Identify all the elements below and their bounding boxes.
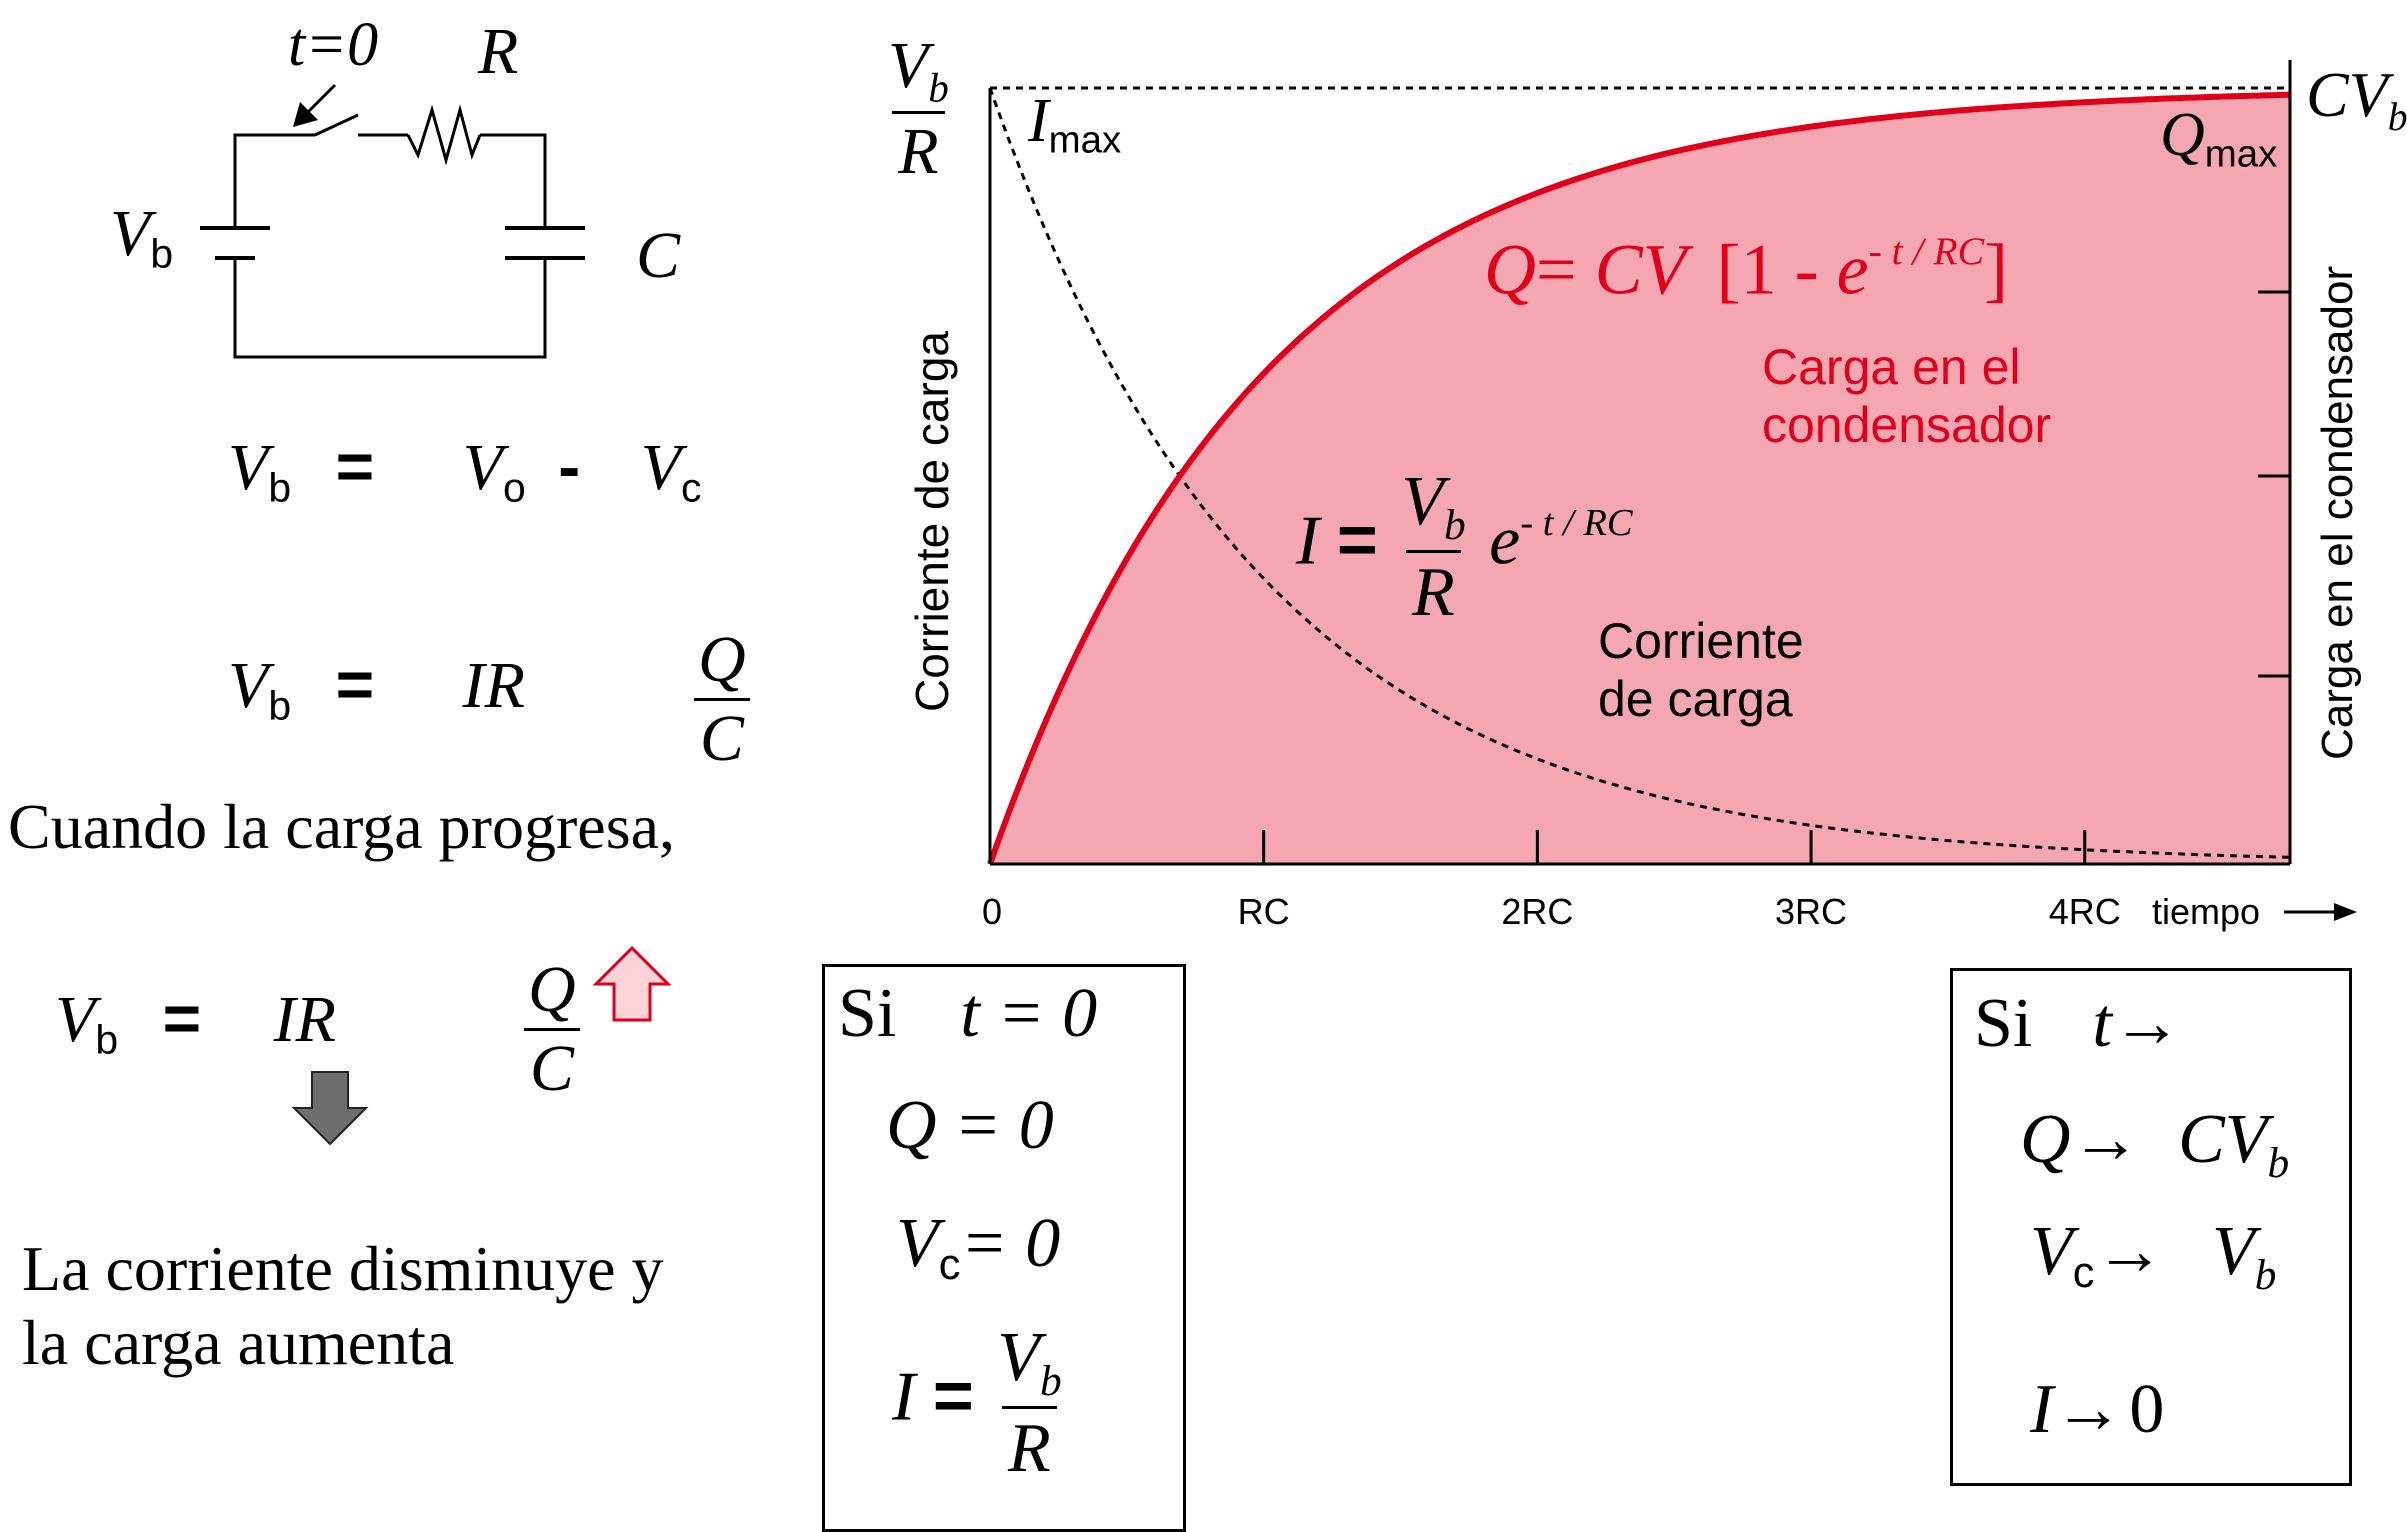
charge-formula: Q= CV [1 - e- t / RC]	[1484, 229, 2008, 310]
right-axis-ticks	[2258, 290, 2290, 678]
circuit-wire-top-left	[233, 133, 315, 228]
box-t0-condition: Si t = 0	[838, 975, 1098, 1052]
charge-caption-2: condensador	[1762, 397, 2052, 453]
final-conditions-box	[1950, 968, 2352, 1486]
circuit-wire-bottom	[233, 258, 547, 359]
resistor-label: R	[478, 15, 519, 88]
arrow-down-icon	[291, 1071, 369, 1146]
x-tick-label-1: RC	[1238, 891, 1290, 932]
box-tinf-charge: Q→ CVb	[2020, 1101, 2290, 1188]
right-top-label: CVb	[2306, 59, 2407, 139]
box-tinf-vc: Vc→ Vb	[2030, 1213, 2277, 1300]
box-t0-charge: Q = 0	[886, 1087, 1054, 1164]
initial-conditions-box	[822, 964, 1186, 1532]
charge-curve	[987, 91, 2291, 866]
x-tick-label-3: 3RC	[1775, 891, 1847, 932]
x-tick-label-2: 2RC	[1501, 891, 1573, 932]
conclusion-line-1: La corriente disminuye y	[22, 1233, 664, 1304]
qmax-label: Qmax	[2160, 101, 2278, 176]
capacitor-label: C	[636, 219, 681, 292]
current-caption-1: Corriente	[1598, 613, 1804, 669]
equation-voltage-sum: Vb = Vo - Vc	[228, 429, 702, 511]
progress-text: Cuando la carga progresa,	[8, 791, 675, 862]
box-t0-current: I = Vb R	[892, 1319, 1062, 1488]
x-axis-arrow-head	[2334, 903, 2357, 921]
imax-label: Imax	[1028, 87, 1122, 162]
charge-caption-1: Carga en el	[1762, 339, 2021, 395]
switch-arrow-shaft	[303, 83, 337, 117]
battery-label: Vb	[110, 197, 174, 277]
rc-circuit-diagram	[200, 83, 585, 359]
right-axis-label: Carga en el condensador	[2313, 266, 2362, 760]
left-top-fraction: Vb R	[888, 29, 949, 189]
conclusion-line-2: la carga aumenta	[22, 1307, 455, 1378]
resistor-symbol	[406, 104, 482, 166]
box-tinf-current: I→0	[2030, 1371, 2165, 1448]
current-formula: I = Vb R e- t / RC	[1296, 463, 1633, 632]
charge-area-fill	[990, 94, 2290, 864]
x-axis-labels: 0 RC 2RC 3RC 4RC	[982, 891, 2121, 932]
box-tinf-condition: Si t→	[1974, 985, 2182, 1062]
x-axis-ticks	[1262, 830, 2087, 864]
circuit-wire-top-right	[480, 133, 547, 228]
left-axis-label: Corriente de carga	[906, 331, 958, 712]
equation-ir-qc: Vb = IR	[228, 647, 525, 729]
x-tick-label-4: 4RC	[2049, 891, 2121, 932]
switch-label: t=0	[288, 11, 379, 79]
box-t0-vc: Vc= 0	[896, 1205, 1061, 1290]
x-tick-label-0: 0	[982, 891, 1002, 932]
current-caption-2: de carga	[1598, 671, 1793, 727]
current-curve	[988, 87, 2291, 859]
arrow-up-icon	[592, 945, 672, 1022]
switch-arrow-head	[293, 102, 318, 127]
x-axis-label: tiempo	[2152, 891, 2260, 932]
switch-blade	[314, 113, 359, 137]
equation-progress: Vb = IR	[55, 981, 336, 1063]
